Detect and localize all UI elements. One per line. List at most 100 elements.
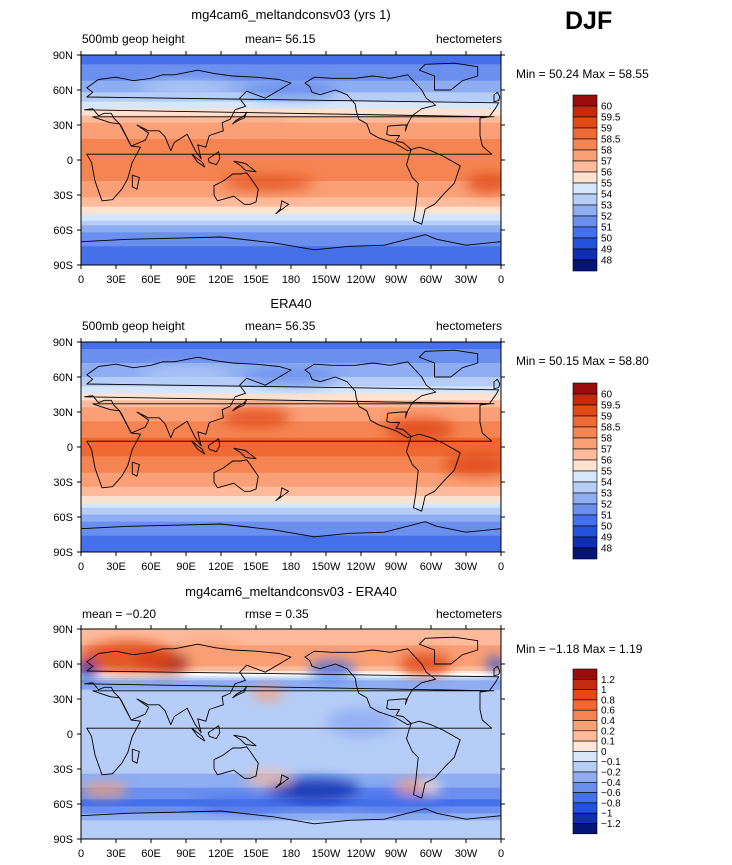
band-lat-32 bbox=[81, 122, 501, 126]
band-lat-0 bbox=[81, 160, 501, 163]
band-lat-64 bbox=[81, 659, 501, 663]
colorbar-label: 1 bbox=[601, 685, 607, 696]
lon-tick-label: 0 bbox=[78, 274, 84, 286]
band-lat-18 bbox=[81, 139, 501, 142]
band-lat-54 bbox=[81, 671, 501, 674]
band-lat-78 bbox=[81, 69, 501, 72]
band-lat--84 bbox=[81, 258, 501, 261]
band-lat-20 bbox=[81, 710, 501, 714]
colorbar-box bbox=[572, 699, 598, 711]
band-lat-82 bbox=[81, 351, 501, 355]
anomaly-blob-4 bbox=[139, 80, 233, 95]
band-lat--4 bbox=[81, 738, 501, 742]
colorbar-box bbox=[572, 415, 598, 428]
band-lat-16 bbox=[81, 141, 501, 145]
colorbar-box bbox=[572, 204, 598, 217]
band-lat--50 bbox=[81, 218, 501, 222]
panel-1-units-label: hectometers bbox=[435, 32, 502, 46]
colorbar-box bbox=[572, 536, 598, 549]
band-lat--62 bbox=[81, 232, 501, 236]
lon-tick-label: 60E bbox=[141, 848, 161, 860]
band-lat-40 bbox=[81, 400, 501, 404]
band-lat-14 bbox=[81, 430, 501, 434]
coastline-9 bbox=[233, 734, 257, 747]
anomaly-blob-6 bbox=[485, 657, 501, 671]
coastline-4 bbox=[406, 146, 461, 225]
lat-tick-label: 90S bbox=[53, 260, 73, 272]
lon-tick-label: 0 bbox=[498, 274, 504, 286]
lat-tick-label: 60S bbox=[53, 512, 73, 524]
band-lat--30 bbox=[81, 482, 501, 485]
band-lat-48 bbox=[81, 104, 501, 107]
band-lat--62 bbox=[81, 806, 501, 810]
band-lat--32 bbox=[81, 197, 501, 201]
coastline-5 bbox=[213, 172, 259, 205]
coastline-11 bbox=[493, 378, 501, 390]
band-lat--12 bbox=[81, 461, 501, 464]
band-lat-66 bbox=[81, 657, 501, 660]
colorbar-label: 48 bbox=[601, 544, 613, 555]
band-lat--36 bbox=[81, 489, 501, 492]
colorbar-box bbox=[572, 215, 598, 228]
colorbar-label: 49 bbox=[601, 533, 613, 544]
band-lat-52 bbox=[81, 386, 501, 390]
band-lat--82 bbox=[81, 542, 501, 546]
band-lat--34 bbox=[81, 199, 501, 203]
band-lat-42 bbox=[81, 398, 501, 401]
colorbar-box bbox=[572, 730, 598, 742]
band-lat--42 bbox=[81, 209, 501, 212]
band-lat--22 bbox=[81, 472, 501, 476]
colorbar-box bbox=[572, 94, 598, 107]
lon-tick-label: 180 bbox=[282, 561, 300, 573]
colorbar-label: −0.1 bbox=[601, 757, 621, 768]
colorbar-box bbox=[572, 720, 598, 732]
band-lat-16 bbox=[81, 715, 501, 719]
band-lat-26 bbox=[81, 416, 501, 420]
colorbar-box bbox=[572, 678, 598, 690]
lon-tick-label: 60W bbox=[420, 561, 443, 573]
band-lat-24 bbox=[81, 419, 501, 422]
coastline-2 bbox=[304, 361, 437, 439]
anomaly-blob-3 bbox=[244, 367, 338, 387]
colorbar-box bbox=[572, 771, 598, 783]
coastline-3 bbox=[418, 349, 479, 378]
lon-tick-label: 60W bbox=[420, 274, 443, 286]
anomaly-blob-14 bbox=[421, 779, 441, 794]
lon-tick-label: 90E bbox=[176, 274, 196, 286]
band-lat-52 bbox=[81, 673, 501, 677]
colorbar-label: 60 bbox=[601, 390, 613, 401]
band-lat--6 bbox=[81, 167, 501, 170]
anomaly-blob-4 bbox=[139, 367, 233, 382]
band-lat-34 bbox=[81, 407, 501, 411]
band-lat-82 bbox=[81, 64, 501, 68]
band-lat--46 bbox=[81, 500, 501, 504]
band-lat--2 bbox=[81, 162, 501, 166]
band-lat-88 bbox=[81, 344, 501, 348]
band-lat--50 bbox=[81, 505, 501, 509]
band-lat-10 bbox=[81, 435, 501, 439]
lon-tick-label: 90W bbox=[385, 848, 408, 860]
lon-tick-label: 30E bbox=[106, 848, 126, 860]
band-lat-24 bbox=[81, 132, 501, 135]
band-lat-0 bbox=[81, 447, 501, 450]
band-lat-2 bbox=[81, 157, 501, 161]
map-panel-3: 0 30E 60E 90E 120E 150E 180 150W 120W 90W 60W 30W 09… bbox=[53, 624, 505, 860]
band-lat--4 bbox=[81, 451, 501, 455]
lat-tick-label: 30S bbox=[53, 477, 73, 489]
colorbar-label: 0.8 bbox=[601, 695, 615, 706]
band-lat--74 bbox=[81, 246, 501, 250]
band-lat--60 bbox=[81, 517, 501, 520]
colorbar-box bbox=[572, 105, 598, 118]
band-lat-14 bbox=[81, 143, 501, 147]
colorbar-label: 58 bbox=[601, 434, 613, 445]
panel-2-min-max: Min = 50.15 Max = 58.80 bbox=[516, 354, 649, 368]
colorbar-box bbox=[572, 689, 598, 701]
band-lat--8 bbox=[81, 743, 501, 747]
anomaly-blob-2 bbox=[220, 176, 315, 191]
lon-tick-label: 120W bbox=[347, 848, 376, 860]
lon-tick-label: 150W bbox=[312, 848, 341, 860]
colorbar-box bbox=[572, 149, 598, 162]
band-lat--54 bbox=[81, 510, 501, 513]
band-lat-90 bbox=[81, 55, 501, 58]
coastline-8 bbox=[191, 440, 206, 455]
